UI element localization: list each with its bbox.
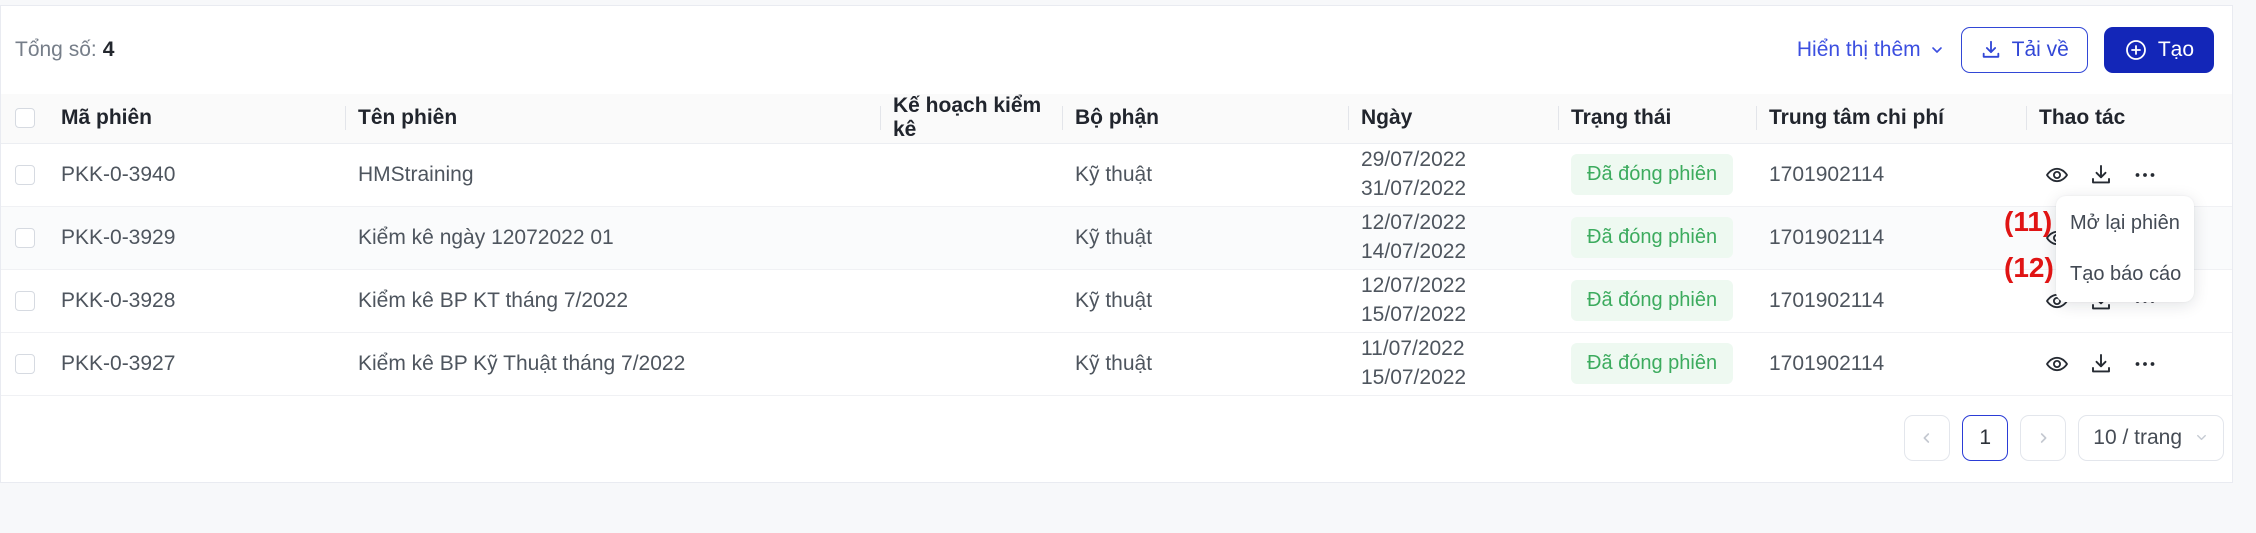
date-to: 15/07/2022 bbox=[1361, 302, 1467, 326]
header-plan: Kế hoạch kiểm kê bbox=[881, 94, 1063, 144]
pagination: 1 10 / trang bbox=[1, 396, 2232, 480]
cell-date: 11/07/2022 15/07/2022 bbox=[1349, 332, 1559, 396]
cell-status: Đã đóng phiên bbox=[1559, 143, 1757, 207]
cell-code: PKK-0-3940 bbox=[49, 143, 346, 207]
download-icon bbox=[1980, 39, 2002, 61]
cell-department: Kỹ thuật bbox=[1063, 206, 1349, 270]
more-actions-icon[interactable] bbox=[2133, 163, 2157, 187]
header-name: Tên phiên bbox=[346, 94, 881, 144]
cell-status: Đã đóng phiên bbox=[1559, 332, 1757, 396]
cell-status: Đã đóng phiên bbox=[1559, 206, 1757, 270]
plus-circle-icon bbox=[2124, 38, 2148, 62]
cell-name: Kiểm kê BP KT tháng 7/2022 bbox=[346, 269, 881, 333]
cell-actions bbox=[2027, 332, 2232, 396]
create-button-label: Tạo bbox=[2157, 38, 2194, 61]
row-actions-menu: Mở lại phiên Tạo báo cáo bbox=[2056, 196, 2194, 302]
show-more-label: Hiển thị thêm bbox=[1796, 38, 1921, 61]
view-eye-icon[interactable] bbox=[2045, 163, 2069, 187]
cell-actions bbox=[2027, 143, 2232, 207]
show-more-dropdown[interactable]: Hiển thị thêm bbox=[1797, 38, 1945, 62]
date-from: 12/07/2022 bbox=[1361, 273, 1467, 297]
cell-plan bbox=[881, 269, 1063, 333]
cell-name: Kiểm kê BP Kỹ Thuật tháng 7/2022 bbox=[346, 332, 881, 396]
menu-item-reopen-session[interactable]: Mở lại phiên bbox=[2070, 212, 2180, 234]
download-row-icon[interactable] bbox=[2089, 163, 2113, 187]
table-header-row: Mã phiên Tên phiên Kế hoạch kiểm kê Bộ p… bbox=[1, 94, 2232, 144]
cell-name: Kiểm kê ngày 12072022 01 bbox=[346, 206, 881, 270]
row-checkbox[interactable] bbox=[15, 353, 35, 374]
status-badge: Đã đóng phiên bbox=[1571, 154, 1734, 195]
page-size-label: 10 / trang bbox=[2093, 425, 2182, 449]
header-department: Bộ phận bbox=[1063, 94, 1349, 144]
prev-page-button[interactable] bbox=[1904, 414, 1951, 461]
sessions-table: Mã phiên Tên phiên Kế hoạch kiểm kê Bộ p… bbox=[1, 94, 2232, 396]
table-row: PKK-0-3929 Kiểm kê ngày 12072022 01 Kỹ t… bbox=[1, 206, 2232, 270]
cell-plan bbox=[881, 332, 1063, 396]
view-eye-icon[interactable] bbox=[2045, 352, 2069, 376]
cell-name: HMStraining bbox=[346, 143, 881, 207]
cell-cost-center: 1701902114 bbox=[1757, 143, 2027, 207]
header-actions: Thao tác bbox=[2027, 94, 2232, 144]
cell-cost-center: 1701902114 bbox=[1757, 206, 2027, 270]
create-button[interactable]: Tạo bbox=[2103, 27, 2214, 73]
status-badge: Đã đóng phiên bbox=[1571, 217, 1734, 258]
table-row: PKK-0-3940 HMStraining Kỹ thuật 29/07/20… bbox=[1, 143, 2232, 207]
chevron-down-icon bbox=[2194, 430, 2209, 445]
date-to: 14/07/2022 bbox=[1361, 239, 1467, 263]
table-row: PKK-0-3928 Kiểm kê BP KT tháng 7/2022 Kỹ… bbox=[1, 269, 2232, 333]
total-count-label: Tổng số: bbox=[15, 38, 97, 61]
header-code: Mã phiên bbox=[49, 94, 346, 144]
download-button[interactable]: Tải về bbox=[1960, 27, 2088, 73]
download-row-icon[interactable] bbox=[2089, 352, 2113, 376]
total-count: Tổng số: 4 bbox=[15, 38, 114, 62]
cell-status: Đã đóng phiên bbox=[1559, 269, 1757, 333]
header-date: Ngày bbox=[1349, 94, 1559, 144]
download-button-label: Tải về bbox=[2011, 38, 2069, 61]
table-row: PKK-0-3927 Kiểm kê BP Kỹ Thuật tháng 7/2… bbox=[1, 332, 2232, 396]
header-status: Trạng thái bbox=[1559, 94, 1757, 144]
total-count-value: 4 bbox=[102, 38, 115, 61]
row-checkbox[interactable] bbox=[15, 164, 35, 185]
status-badge: Đã đóng phiên bbox=[1571, 280, 1734, 321]
cell-date: 12/07/2022 15/07/2022 bbox=[1349, 269, 1559, 333]
cell-department: Kỹ thuật bbox=[1063, 269, 1349, 333]
page-size-select[interactable]: 10 / trang bbox=[2078, 414, 2224, 461]
annotation-label-12: (12) bbox=[2004, 252, 2054, 283]
date-from: 11/07/2022 bbox=[1361, 336, 1465, 360]
cell-code: PKK-0-3928 bbox=[49, 269, 346, 333]
cell-department: Kỹ thuật bbox=[1063, 143, 1349, 207]
topbar: Tổng số: 4 Hiển thị thêm Tải về bbox=[1, 6, 2232, 94]
row-checkbox[interactable] bbox=[15, 227, 35, 248]
cell-plan bbox=[881, 143, 1063, 207]
toolbar-controls: Hiển thị thêm Tải về Tạo bbox=[1797, 27, 2214, 73]
cell-date: 12/07/2022 14/07/2022 bbox=[1349, 206, 1559, 270]
date-to: 31/07/2022 bbox=[1361, 176, 1467, 200]
status-badge: Đã đóng phiên bbox=[1571, 343, 1734, 384]
select-all-checkbox[interactable] bbox=[15, 108, 35, 129]
date-from: 12/07/2022 bbox=[1361, 210, 1467, 234]
chevron-down-icon bbox=[1929, 42, 1945, 58]
sessions-card: Tổng số: 4 Hiển thị thêm Tải về bbox=[0, 5, 2233, 483]
cell-code: PKK-0-3929 bbox=[49, 206, 346, 270]
date-to: 15/07/2022 bbox=[1361, 365, 1467, 389]
cell-cost-center: 1701902114 bbox=[1757, 269, 2027, 333]
cell-plan bbox=[881, 206, 1063, 270]
page-1-button[interactable]: 1 bbox=[1962, 414, 2009, 461]
cell-department: Kỹ thuật bbox=[1063, 332, 1349, 396]
header-cost-center: Trung tâm chi phí bbox=[1757, 94, 2027, 144]
cell-code: PKK-0-3927 bbox=[49, 332, 346, 396]
more-actions-icon[interactable] bbox=[2133, 352, 2157, 376]
cell-date: 29/07/2022 31/07/2022 bbox=[1349, 143, 1559, 207]
next-page-button[interactable] bbox=[2020, 414, 2067, 461]
menu-item-create-report[interactable]: Tạo báo cáo bbox=[2070, 263, 2182, 285]
date-from: 29/07/2022 bbox=[1361, 147, 1467, 171]
cell-cost-center: 1701902114 bbox=[1757, 332, 2027, 396]
row-checkbox[interactable] bbox=[15, 290, 35, 311]
annotation-label-11: (11) bbox=[2004, 206, 2053, 237]
